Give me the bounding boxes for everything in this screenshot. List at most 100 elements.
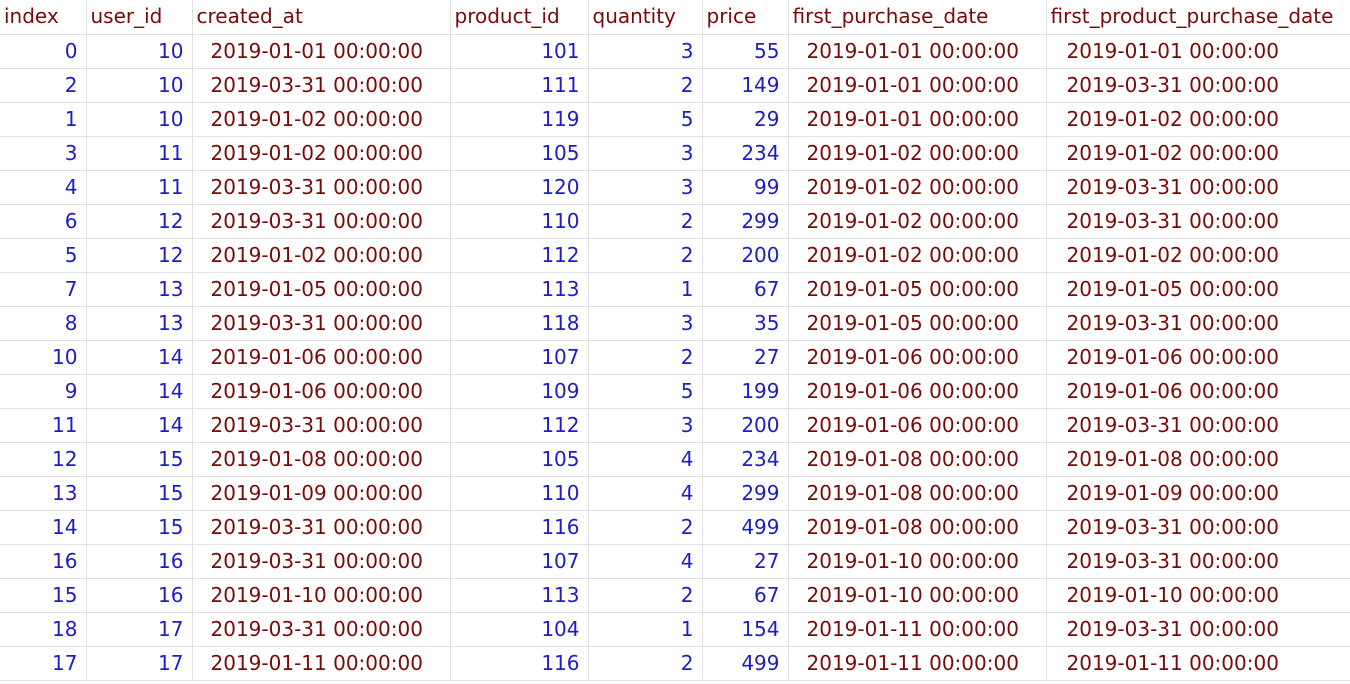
cell-price[interactable]: 299 <box>702 476 789 511</box>
cell-first-purchase-date[interactable]: 2019-01-02 00:00:00 <box>788 238 1047 273</box>
cell-quantity[interactable]: 3 <box>588 306 703 341</box>
cell-first-product-purchase-date[interactable]: 2019-03-31 00:00:00 <box>1046 68 1350 103</box>
cell-price[interactable]: 27 <box>702 340 789 375</box>
cell-first-product-purchase-date[interactable]: 2019-03-31 00:00:00 <box>1046 306 1350 341</box>
cell-first-purchase-date[interactable]: 2019-01-02 00:00:00 <box>788 136 1047 171</box>
cell-price[interactable]: 199 <box>702 374 789 409</box>
table-row[interactable]: 16 16 2019-03-31 00:00:00 107 4 27 2019-01-10 … <box>0 544 1350 579</box>
cell-quantity[interactable]: 3 <box>588 408 703 443</box>
table-row[interactable]: 3 11 2019-01-02 00:00:00 105 3 234 2019-01-02 … <box>0 136 1350 171</box>
table-row[interactable]: 17 17 2019-01-11 00:00:00 116 2 499 2019-01-11… <box>0 646 1350 681</box>
cell-product-id[interactable]: 110 <box>450 476 589 511</box>
cell-first-product-purchase-date[interactable]: 2019-03-31 00:00:00 <box>1046 612 1350 647</box>
table-row[interactable]: 4 11 2019-03-31 00:00:00 120 3 99 2019-01-02 0… <box>0 170 1350 205</box>
cell-product-id[interactable]: 113 <box>450 272 589 307</box>
table-row[interactable]: 0 10 2019-01-01 00:00:00 101 3 55 2019-01-01 0… <box>0 34 1350 69</box>
cell-price[interactable]: 27 <box>702 544 789 579</box>
table-row[interactable]: 13 15 2019-01-09 00:00:00 110 4 299 2019-01-08… <box>0 476 1350 511</box>
cell-product-id[interactable]: 107 <box>450 544 589 579</box>
cell-first-purchase-date[interactable]: 2019-01-10 00:00:00 <box>788 578 1047 613</box>
cell-index[interactable]: 16 <box>0 544 87 579</box>
cell-user-id[interactable]: 15 <box>86 442 193 477</box>
cell-created-at[interactable]: 2019-03-31 00:00:00 <box>192 68 451 103</box>
cell-first-purchase-date[interactable]: 2019-01-11 00:00:00 <box>788 612 1047 647</box>
cell-created-at[interactable]: 2019-03-31 00:00:00 <box>192 612 451 647</box>
cell-product-id[interactable]: 118 <box>450 306 589 341</box>
cell-quantity[interactable]: 2 <box>588 578 703 613</box>
cell-product-id[interactable]: 119 <box>450 102 589 137</box>
cell-quantity[interactable]: 4 <box>588 544 703 579</box>
cell-user-id[interactable]: 10 <box>86 68 193 103</box>
cell-price[interactable]: 200 <box>702 238 789 273</box>
cell-user-id[interactable]: 14 <box>86 408 193 443</box>
column-header-first-purchase-date[interactable]: first_purchase_date <box>788 0 1047 35</box>
cell-user-id[interactable]: 10 <box>86 102 193 137</box>
cell-price[interactable]: 35 <box>702 306 789 341</box>
cell-first-product-purchase-date[interactable]: 2019-01-06 00:00:00 <box>1046 374 1350 409</box>
cell-first-product-purchase-date[interactable]: 2019-03-31 00:00:00 <box>1046 204 1350 239</box>
cell-created-at[interactable]: 2019-03-31 00:00:00 <box>192 544 451 579</box>
cell-created-at[interactable]: 2019-01-02 00:00:00 <box>192 102 451 137</box>
cell-index[interactable]: 2 <box>0 68 87 103</box>
table-row[interactable]: 2 10 2019-03-31 00:00:00 111 2 149 2019-01-01 … <box>0 68 1350 103</box>
cell-quantity[interactable]: 4 <box>588 476 703 511</box>
table-row[interactable]: 7 13 2019-01-05 00:00:00 113 1 67 2019-01-05 0… <box>0 272 1350 307</box>
column-header-user-id[interactable]: user_id <box>86 0 193 35</box>
table-row[interactable]: 12 15 2019-01-08 00:00:00 105 4 234 2019-01-08… <box>0 442 1350 477</box>
cell-first-purchase-date[interactable]: 2019-01-10 00:00:00 <box>788 544 1047 579</box>
cell-user-id[interactable]: 17 <box>86 646 193 681</box>
cell-quantity[interactable]: 2 <box>588 68 703 103</box>
cell-index[interactable]: 11 <box>0 408 87 443</box>
cell-first-purchase-date[interactable]: 2019-01-08 00:00:00 <box>788 510 1047 545</box>
cell-first-purchase-date[interactable]: 2019-01-05 00:00:00 <box>788 272 1047 307</box>
cell-price[interactable]: 234 <box>702 442 789 477</box>
cell-index[interactable]: 13 <box>0 476 87 511</box>
cell-first-product-purchase-date[interactable]: 2019-01-11 00:00:00 <box>1046 646 1350 681</box>
cell-index[interactable]: 5 <box>0 238 87 273</box>
cell-first-product-purchase-date[interactable]: 2019-01-06 00:00:00 <box>1046 340 1350 375</box>
cell-product-id[interactable]: 120 <box>450 170 589 205</box>
cell-price[interactable]: 154 <box>702 612 789 647</box>
table-row[interactable]: 1 10 2019-01-02 00:00:00 119 5 29 2019-01-01 0… <box>0 102 1350 137</box>
cell-first-product-purchase-date[interactable]: 2019-01-02 00:00:00 <box>1046 238 1350 273</box>
cell-first-product-purchase-date[interactable]: 2019-01-08 00:00:00 <box>1046 442 1350 477</box>
cell-price[interactable]: 234 <box>702 136 789 171</box>
cell-quantity[interactable]: 2 <box>588 340 703 375</box>
cell-product-id[interactable]: 101 <box>450 34 589 69</box>
cell-price[interactable]: 299 <box>702 204 789 239</box>
cell-first-product-purchase-date[interactable]: 2019-03-31 00:00:00 <box>1046 544 1350 579</box>
cell-created-at[interactable]: 2019-01-01 00:00:00 <box>192 34 451 69</box>
table-row[interactable]: 6 12 2019-03-31 00:00:00 110 2 299 2019-01-02 … <box>0 204 1350 239</box>
cell-price[interactable]: 55 <box>702 34 789 69</box>
cell-first-purchase-date[interactable]: 2019-01-02 00:00:00 <box>788 204 1047 239</box>
cell-index[interactable]: 3 <box>0 136 87 171</box>
cell-created-at[interactable]: 2019-01-05 00:00:00 <box>192 272 451 307</box>
cell-first-product-purchase-date[interactable]: 2019-01-02 00:00:00 <box>1046 102 1350 137</box>
cell-index[interactable]: 7 <box>0 272 87 307</box>
cell-user-id[interactable]: 11 <box>86 136 193 171</box>
cell-price[interactable]: 499 <box>702 510 789 545</box>
table-row[interactable]: 5 12 2019-01-02 00:00:00 112 2 200 2019-01-02 … <box>0 238 1350 273</box>
cell-created-at[interactable]: 2019-03-31 00:00:00 <box>192 510 451 545</box>
cell-product-id[interactable]: 107 <box>450 340 589 375</box>
cell-created-at[interactable]: 2019-03-31 00:00:00 <box>192 408 451 443</box>
cell-user-id[interactable]: 11 <box>86 170 193 205</box>
cell-product-id[interactable]: 105 <box>450 442 589 477</box>
cell-first-product-purchase-date[interactable]: 2019-01-02 00:00:00 <box>1046 136 1350 171</box>
cell-first-purchase-date[interactable]: 2019-01-01 00:00:00 <box>788 34 1047 69</box>
column-header-price[interactable]: price <box>702 0 789 35</box>
cell-created-at[interactable]: 2019-01-08 00:00:00 <box>192 442 451 477</box>
cell-user-id[interactable]: 13 <box>86 272 193 307</box>
cell-first-purchase-date[interactable]: 2019-01-08 00:00:00 <box>788 442 1047 477</box>
cell-quantity[interactable]: 3 <box>588 170 703 205</box>
cell-first-purchase-date[interactable]: 2019-01-06 00:00:00 <box>788 374 1047 409</box>
cell-first-product-purchase-date[interactable]: 2019-03-31 00:00:00 <box>1046 510 1350 545</box>
cell-index[interactable]: 0 <box>0 34 87 69</box>
cell-index[interactable]: 4 <box>0 170 87 205</box>
cell-product-id[interactable]: 116 <box>450 510 589 545</box>
cell-quantity[interactable]: 2 <box>588 238 703 273</box>
cell-quantity[interactable]: 2 <box>588 204 703 239</box>
column-header-created-at[interactable]: created_at <box>192 0 451 35</box>
cell-user-id[interactable]: 17 <box>86 612 193 647</box>
cell-index[interactable]: 10 <box>0 340 87 375</box>
